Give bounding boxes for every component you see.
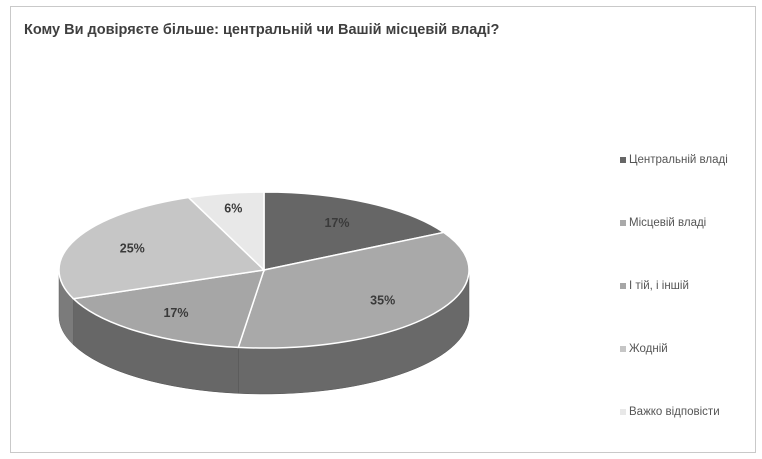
legend-item-5: Важко відповісти	[620, 406, 720, 418]
data-label-slice-4: 25%	[120, 241, 145, 255]
legend-item-2: Місцевій владі	[620, 217, 706, 229]
legend-swatch-1	[620, 157, 626, 163]
legend-item-3: І тій, і іншій	[620, 280, 689, 292]
pie-slice-3	[71, 269, 266, 349]
data-label-slice-1: 17%	[324, 216, 349, 230]
legend-swatch-2	[620, 220, 626, 226]
pie-slices	[58, 191, 470, 349]
legend-label-2: Місцевій владі	[629, 217, 707, 229]
legend-item-4: Жодній	[620, 343, 668, 355]
pie-data-labels: 17% 35% 17% 25% 6%	[120, 202, 395, 320]
legend-label-5: Важко відповісти	[629, 406, 720, 418]
pie-slice-4	[58, 196, 266, 300]
legend-swatch-4	[620, 346, 626, 352]
legend-label-4: Жодній	[629, 343, 668, 355]
pie-slice-1	[263, 191, 446, 271]
data-label-slice-5: 6%	[224, 202, 242, 216]
chart-legend: Центральній владі Місцевій владі І тій, і …	[620, 154, 762, 444]
pie-slice-2	[237, 231, 470, 349]
legend-label-1: Центральній владі	[629, 154, 728, 166]
legend-swatch-3	[620, 283, 626, 289]
chart-title: Кому Ви довіряєте більше: центральній чи…	[24, 22, 500, 38]
legend-swatch-5	[620, 409, 626, 415]
data-label-slice-3: 17%	[163, 306, 188, 320]
pie-slice-5	[186, 191, 265, 272]
legend-item-1: Центральній владі	[620, 154, 728, 166]
data-label-slice-2: 35%	[370, 294, 395, 308]
legend-label-3: І тій, і іншій	[629, 280, 689, 292]
